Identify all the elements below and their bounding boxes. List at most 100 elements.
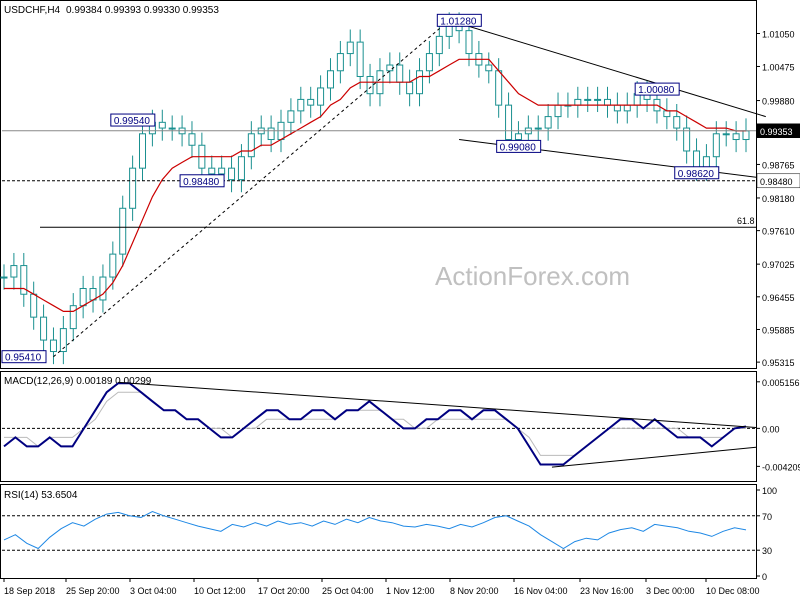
price-y-axis-tick-label: 0.96455 [762, 293, 795, 303]
price-candle [554, 104, 562, 118]
price-candle [425, 53, 433, 72]
price-candle [247, 133, 255, 158]
symbol-title: USDCHF,H4 [4, 5, 61, 16]
fibonacci-61-8-label: 61.8 [737, 216, 755, 226]
price-candle [326, 70, 334, 89]
price-y-axis-tick-label: 0.99880 [762, 97, 795, 107]
price-candle [49, 339, 57, 353]
x-axis-tick-label: 10 Oct 12:00 [194, 586, 246, 596]
ohlc-values: 0.99384 0.99393 0.99330 0.99353 [66, 5, 219, 16]
price-annotation-label: 0.98480 [183, 177, 220, 188]
price-candle [297, 98, 305, 112]
price-candle [119, 207, 127, 255]
rsi-y-axis-tick-label: 30 [762, 546, 772, 556]
price-y-axis-tick-label: 1.01050 [762, 30, 795, 40]
price-candle [158, 121, 166, 129]
price-candle [336, 53, 344, 72]
price-candle [623, 104, 631, 112]
rsi-layer [2, 510, 756, 551]
price-annotation-box [110, 113, 156, 127]
price-candle [99, 276, 107, 301]
x-axis-tick-label: 25 Sep 20:00 [66, 586, 120, 596]
x-axis-tick-label: 16 Nov 04:00 [514, 586, 568, 596]
price-candle [287, 110, 295, 123]
support-level-tag-box [756, 173, 800, 189]
x-axis-tick-label: 18 Sep 2018 [4, 586, 55, 596]
price-annotation-label: 0.95410 [5, 353, 42, 364]
price-candle [712, 133, 720, 158]
price-candle [208, 167, 216, 175]
x-axis-tick-label: 23 Nov 16:00 [580, 586, 634, 596]
price-candle [435, 35, 443, 55]
price-candle [732, 133, 740, 141]
price-candle [406, 81, 414, 95]
price-candle [237, 156, 245, 181]
price-y-axis-tick-label: 0.97025 [762, 260, 795, 270]
price-candle [317, 87, 325, 106]
price-annotation-label: 1.01280 [440, 16, 477, 27]
x-axis-tick-label: 3 Dec 00:00 [646, 586, 695, 596]
price-candle [69, 305, 77, 330]
price-candle [396, 64, 404, 83]
price-annotation-box [674, 166, 720, 180]
price-candle [20, 265, 28, 295]
rsi-y-axis-tick-label: 0 [762, 572, 767, 582]
rsi-label: RSI(14) 53.6504 [4, 490, 78, 501]
price-y-axis-tick-label: 0.97610 [762, 227, 795, 237]
x-axis-tick-label: 3 Oct 04:00 [130, 586, 177, 596]
price-annotation-label: 0.99080 [500, 142, 537, 153]
price-candle [129, 167, 137, 209]
price-candle [10, 265, 18, 278]
price-candle [267, 127, 275, 141]
price-layer: 61.8 0.95410 0.98480 0.99540 1.01280 0.99080 1… [0, 12, 766, 365]
price-candle [594, 98, 602, 101]
price-candle [683, 127, 691, 152]
price-candle [79, 287, 87, 307]
macd-rising-trendline [551, 446, 757, 468]
price-candle [603, 98, 611, 106]
rsi-y-axis-tick-label: 70 [762, 512, 772, 522]
price-candle [534, 127, 542, 130]
price-candle [30, 293, 38, 318]
price-candle [386, 64, 394, 72]
price-candle [663, 110, 671, 118]
price-candle [584, 98, 592, 101]
price-candle [168, 127, 176, 130]
x-axis-tick-label: 1 Nov 12:00 [386, 586, 435, 596]
macd-y-axis-tick-label: 0.00 [762, 424, 780, 434]
price-annotation-box [436, 13, 482, 27]
x-axis-tick-label: 25 Oct 04:00 [322, 586, 374, 596]
price-annotation-box [179, 174, 225, 188]
macd-panel [0, 371, 757, 482]
price-y-axis-tick-label: 0.98765 [762, 160, 795, 170]
price-candle [722, 133, 730, 136]
macd-falling-trendline [118, 381, 757, 428]
price-y-axis-tick-label: 0.98180 [762, 194, 795, 204]
price-candle [485, 64, 493, 72]
price-candle [495, 70, 503, 106]
axis-layer: 1.01050 1.00475 0.99880 0.98765 0.98180 0.976… [3, 30, 800, 596]
price-candle [366, 75, 374, 95]
x-axis-tick-label: 17 Oct 20:00 [258, 586, 310, 596]
x-axis-tick-label: 8 Nov 20:00 [450, 586, 499, 596]
price-candle [673, 116, 681, 129]
price-candle [465, 30, 473, 55]
price-y-axis-tick-label: 0.95885 [762, 325, 795, 335]
price-candle [109, 253, 117, 278]
support-level-tag-text: 0.98480 [760, 177, 793, 187]
price-candle [218, 167, 226, 175]
falling-resistance-trendline [449, 19, 766, 118]
x-axis-tick-label: 10 Dec 08:00 [706, 586, 760, 596]
current-price-tag-box [756, 123, 800, 139]
price-annotation-label: 0.99540 [114, 116, 151, 127]
rsi-panel [0, 484, 757, 579]
price-annotation-label: 1.00080 [638, 85, 675, 96]
price-candle [139, 133, 147, 169]
price-candle [613, 104, 621, 112]
price-candle [346, 41, 354, 55]
price-annotation-box [634, 82, 680, 96]
price-annotation-box [1, 350, 47, 364]
macd-y-axis-tick-label: -0.004209 [762, 462, 800, 472]
price-candle [188, 133, 196, 146]
